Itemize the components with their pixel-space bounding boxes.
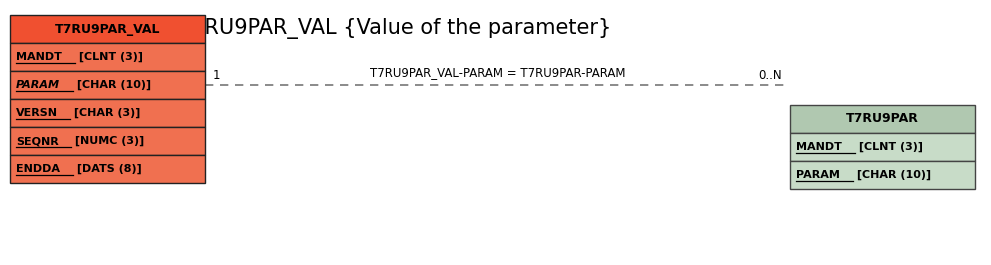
Text: SAP ABAP table T7RU9PAR_VAL {Value of the parameter}: SAP ABAP table T7RU9PAR_VAL {Value of th…: [10, 18, 611, 39]
Text: 1: 1: [213, 69, 221, 82]
FancyBboxPatch shape: [10, 127, 205, 155]
Text: T7RU9PAR_VAL: T7RU9PAR_VAL: [55, 23, 161, 36]
Text: SEQNR: SEQNR: [16, 136, 58, 146]
Text: [CHAR (10)]: [CHAR (10)]: [852, 170, 931, 180]
Text: [CHAR (10)]: [CHAR (10)]: [73, 80, 151, 90]
FancyBboxPatch shape: [10, 99, 205, 127]
FancyBboxPatch shape: [790, 161, 975, 189]
Text: MANDT: MANDT: [796, 142, 842, 152]
Text: T7RU9PAR: T7RU9PAR: [846, 113, 919, 126]
Text: VERSN: VERSN: [16, 108, 58, 118]
Text: T7RU9PAR_VAL-PARAM = T7RU9PAR-PARAM: T7RU9PAR_VAL-PARAM = T7RU9PAR-PARAM: [370, 66, 625, 79]
FancyBboxPatch shape: [10, 43, 205, 71]
Text: ENDDA: ENDDA: [16, 164, 60, 174]
Text: MANDT: MANDT: [16, 52, 61, 62]
FancyBboxPatch shape: [10, 15, 205, 43]
Text: [CHAR (3)]: [CHAR (3)]: [70, 108, 141, 118]
FancyBboxPatch shape: [790, 105, 975, 133]
Text: [DATS (8)]: [DATS (8)]: [72, 164, 142, 174]
Text: PARAM: PARAM: [16, 80, 60, 90]
FancyBboxPatch shape: [10, 155, 205, 183]
FancyBboxPatch shape: [10, 71, 205, 99]
Text: [CLNT (3)]: [CLNT (3)]: [75, 52, 143, 62]
Text: 0..N: 0..N: [758, 69, 782, 82]
FancyBboxPatch shape: [790, 133, 975, 161]
Text: PARAM: PARAM: [796, 170, 840, 180]
Text: [CLNT (3)]: [CLNT (3)]: [855, 142, 924, 152]
Text: [NUMC (3)]: [NUMC (3)]: [71, 136, 145, 146]
